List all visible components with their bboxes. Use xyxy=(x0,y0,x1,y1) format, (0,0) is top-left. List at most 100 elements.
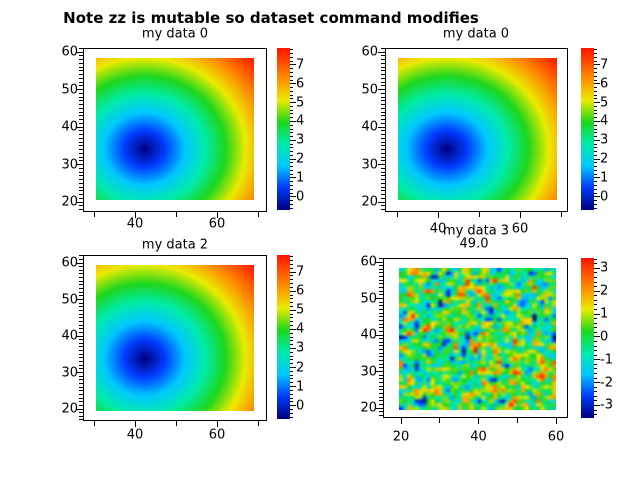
colorbar-tick-major xyxy=(594,64,600,66)
y-tick-minor xyxy=(379,374,383,376)
colorbar-tick-label: -3 xyxy=(600,397,613,413)
y-tick-minor xyxy=(379,287,383,289)
colorbar-tick-label: 3 xyxy=(600,260,609,276)
colorbar-tick-major xyxy=(594,290,600,292)
y-tick-minor xyxy=(79,328,83,330)
colorbar-tick-label: 7 xyxy=(296,264,305,280)
y-tick-minor xyxy=(379,381,383,383)
colorbar-tick-minor xyxy=(290,105,293,107)
x-tick-label: 20 xyxy=(392,429,410,445)
y-tick-minor xyxy=(379,356,383,358)
y-tick-minor xyxy=(79,320,83,322)
y-tick-minor xyxy=(379,283,383,285)
colorbar-tick-minor xyxy=(290,154,293,156)
colorbar-tick-minor xyxy=(290,192,293,194)
y-tick-major xyxy=(76,201,83,203)
colorbar-tick-minor xyxy=(290,56,293,58)
y-tick-major xyxy=(378,89,385,90)
y-tick-minor xyxy=(379,323,383,325)
colorbar-tick-major xyxy=(594,404,600,406)
colorbar-tick-minor xyxy=(290,49,293,51)
y-tick-minor xyxy=(381,186,385,188)
colorbar-tick-minor xyxy=(594,166,597,168)
colorbar-tick-minor xyxy=(290,294,293,296)
colorbar-tick-minor xyxy=(290,256,293,258)
colorbar-tick-minor xyxy=(290,378,293,380)
colorbar-tick-major xyxy=(594,359,600,361)
colorbar-tick-label: 5 xyxy=(600,95,609,111)
y-tick-minor xyxy=(79,81,83,83)
colorbar-tick-label: 2 xyxy=(296,360,305,375)
colorbar-tick-minor xyxy=(290,124,293,126)
colorbar-tick-minor xyxy=(594,94,597,96)
colorbar-tick-major xyxy=(594,267,600,269)
colorbar-tick-minor xyxy=(290,188,293,190)
colorbar-tick-minor xyxy=(594,105,597,107)
y-tick-minor xyxy=(79,375,83,377)
colorbar-tick-major xyxy=(290,328,296,330)
y-tick-minor xyxy=(79,309,83,311)
y-tick-major xyxy=(76,299,83,300)
colorbar-tick-minor xyxy=(290,332,293,334)
x-tick-major xyxy=(555,418,557,424)
colorbar-tick-label: -2 xyxy=(600,375,613,391)
colorbar-tick-minor xyxy=(290,412,293,414)
colorbar-tick-minor xyxy=(594,56,597,58)
y-tick-minor xyxy=(381,100,385,102)
colorbar-tick-minor xyxy=(594,60,597,62)
y-tick-minor xyxy=(381,85,385,87)
y-tick-minor xyxy=(381,92,385,94)
colorbar-tick-minor xyxy=(290,181,293,183)
colorbar-tick-minor xyxy=(290,321,293,323)
colorbar-tick-major xyxy=(290,309,296,311)
y-tick-minor xyxy=(379,290,383,292)
colorbar-tick-label: 6 xyxy=(296,283,305,299)
colorbar-tick-major xyxy=(594,83,600,85)
y-tick-major xyxy=(378,164,385,165)
colorbar-tick-major xyxy=(290,347,296,349)
colorbar-tick-minor xyxy=(290,313,293,315)
x-tick-label: 60 xyxy=(208,427,226,443)
y-tick-minor xyxy=(379,312,383,314)
colorbar-tick-minor xyxy=(594,192,597,194)
subplot-bottom-right-title: my data 3 xyxy=(442,223,510,239)
colorbar-tick-minor xyxy=(594,258,597,260)
y-tick-label: 20 xyxy=(61,194,78,210)
colorbar-tick-minor xyxy=(594,128,597,130)
x-tick-major xyxy=(134,421,136,427)
colorbar-tick-label: -1 xyxy=(600,352,613,368)
y-tick-minor xyxy=(381,104,385,105)
colorbar-tick-minor xyxy=(594,286,597,288)
x-tick-label: 40 xyxy=(126,216,144,232)
y-tick-label: 20 xyxy=(61,401,78,417)
colorbar-tick-major xyxy=(594,158,600,160)
y-tick-minor xyxy=(379,308,383,310)
y-tick-major xyxy=(76,126,83,128)
y-tick-minor xyxy=(381,66,385,68)
colorbar-tick-minor xyxy=(594,143,597,145)
colorbar-tick-major xyxy=(290,290,296,292)
y-tick-minor xyxy=(381,190,385,192)
y-tick-minor xyxy=(79,295,83,297)
colorbar-tick-minor xyxy=(290,416,293,418)
y-tick-major xyxy=(76,164,83,165)
y-tick-minor xyxy=(79,313,83,315)
colorbar-tick-minor xyxy=(290,264,293,266)
y-tick-minor xyxy=(79,339,83,341)
colorbar-tick-label: 2 xyxy=(600,151,609,167)
colorbar-tick-major xyxy=(594,139,600,141)
x-tick-minor xyxy=(439,418,441,423)
subplot-bottom-left-title: my data 2 xyxy=(141,237,209,253)
y-tick-minor xyxy=(381,145,385,147)
colorbar-tick-minor xyxy=(290,275,293,277)
colorbar-tick-minor xyxy=(594,372,597,374)
colorbar-tick-major xyxy=(594,382,600,384)
y-tick-major xyxy=(376,298,383,299)
y-tick-label: 30 xyxy=(61,365,78,380)
y-tick-minor xyxy=(381,175,385,177)
y-tick-minor xyxy=(79,134,83,135)
y-tick-major xyxy=(76,408,83,410)
colorbar-tick-label: 5 xyxy=(296,302,305,318)
colorbar-tick-minor xyxy=(290,370,293,372)
y-tick-major xyxy=(376,334,383,336)
